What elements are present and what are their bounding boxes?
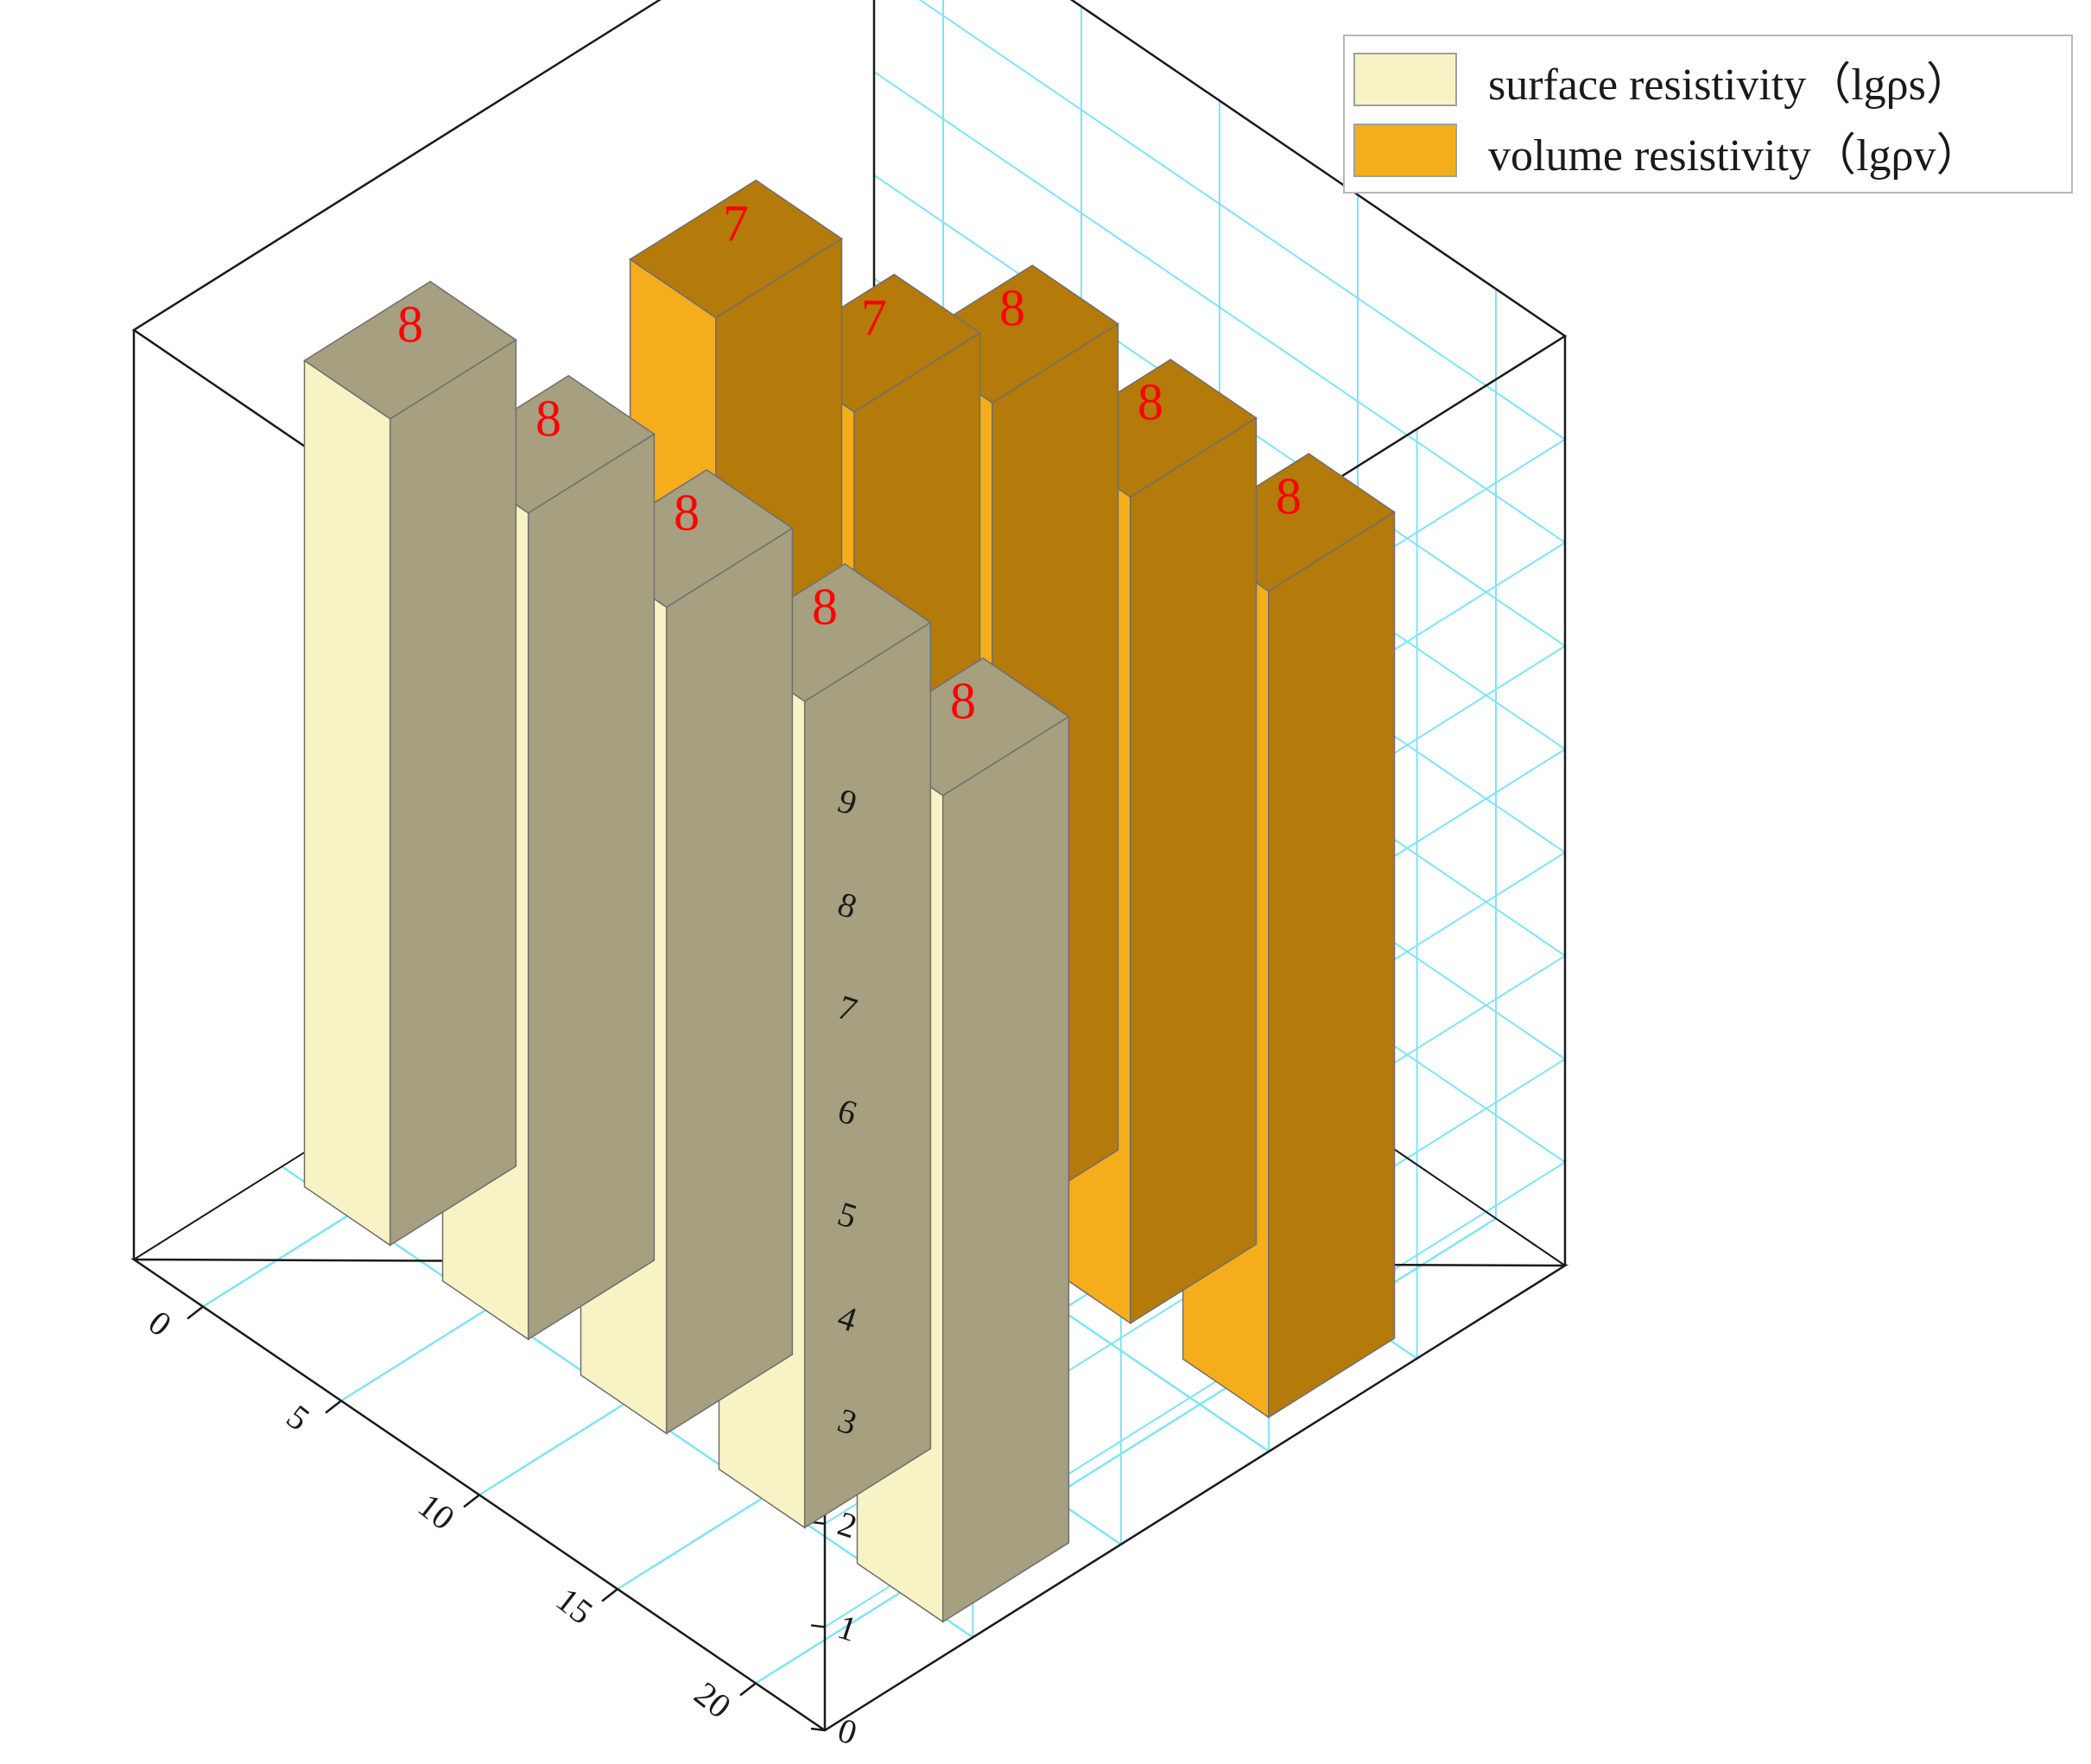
bar-side-face [941, 715, 1070, 1623]
data-label: 8 [1276, 468, 1302, 525]
x-tick [187, 1305, 204, 1320]
x-tick [325, 1399, 342, 1414]
bar-side-face [803, 621, 932, 1529]
data-label: 8 [674, 484, 700, 541]
data-label: 7 [861, 289, 887, 346]
z-tick-label: 1 [833, 1607, 862, 1649]
x-tick [739, 1682, 757, 1697]
legend-swatch-surface [1353, 53, 1457, 106]
bar-front-face [303, 359, 391, 1247]
x-tick-label: 5 [280, 1397, 317, 1438]
legend-swatch-volume [1353, 124, 1457, 177]
bar-side-face [665, 527, 794, 1435]
data-label: 8 [999, 280, 1025, 337]
x-tick [463, 1494, 480, 1508]
x-tick-label: 0 [142, 1303, 179, 1344]
legend-label-surface: surface resistivity（lgρs） [1488, 60, 1971, 110]
bar-top-face [629, 179, 843, 319]
legend: surface resistivity（lgρs） volume resisti… [1343, 35, 2073, 194]
bar-side-face [1130, 416, 1258, 1325]
x-tick-label: 20 [687, 1674, 738, 1726]
bar-top-face [303, 281, 517, 420]
data-label: 8 [535, 390, 561, 447]
z-tick [810, 1727, 826, 1732]
bar-side-face [389, 339, 517, 1247]
data-label: 8 [397, 295, 423, 352]
legend-item-volume: volume resistivity（lgρv） [1353, 123, 1980, 181]
bar-side-face [527, 433, 656, 1341]
z-tick-label: 0 [833, 1710, 862, 1753]
data-labels: 8 8 8 7 7 8 8 8 8 8 [397, 194, 1302, 729]
data-label: 8 [812, 578, 838, 635]
x-tick-label: 10 [411, 1486, 462, 1538]
x-tick-label: 15 [549, 1580, 600, 1632]
x-tick [601, 1588, 618, 1602]
bar-side-face [1268, 511, 1396, 1419]
z-tick [810, 1624, 826, 1628]
data-label: 8 [1137, 374, 1163, 431]
bars [303, 179, 1396, 1623]
legend-label-volume: volume resistivity（lgρv） [1488, 130, 1981, 181]
data-label: 8 [950, 672, 976, 729]
data-label: 7 [723, 194, 749, 251]
legend-item-surface: surface resistivity（lgρs） [1353, 52, 1971, 110]
